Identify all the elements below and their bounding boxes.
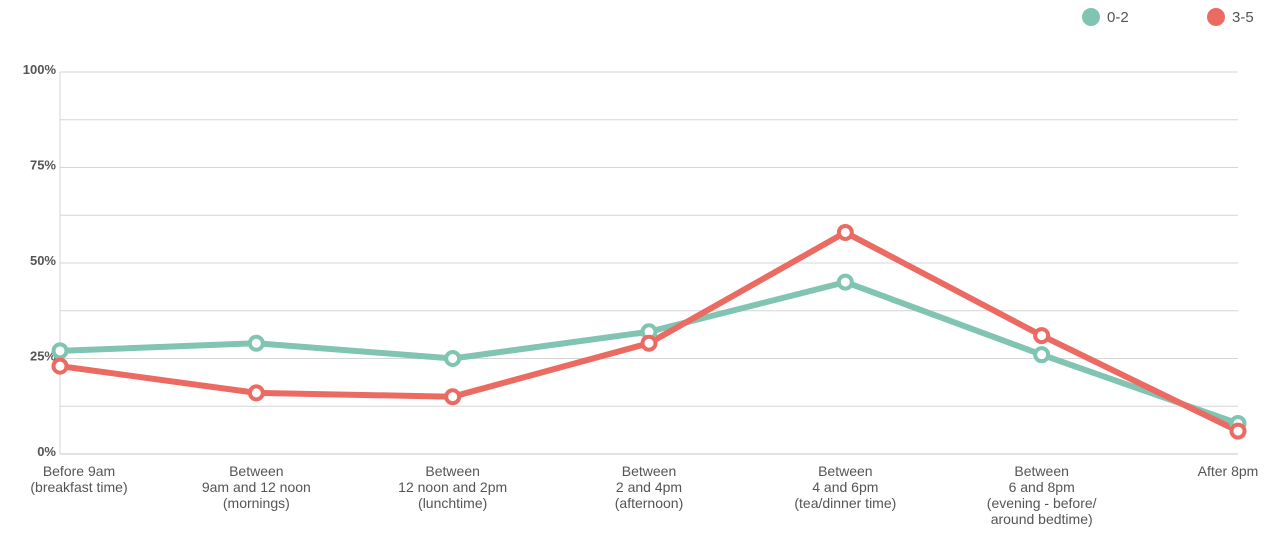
x-tick-label: Between 2 and 4pm (afternoon) (615, 463, 683, 511)
legend-swatch-0-2 (1082, 8, 1100, 26)
data-point-3-5 (1033, 327, 1051, 345)
y-axis: 0% 25% 50% 75% 100% (23, 62, 57, 459)
legend-label-3-5: 3-5 (1232, 9, 1254, 26)
data-point-0-2 (247, 334, 265, 352)
data-point-3-5 (444, 388, 462, 406)
y-tick-label: 75% (30, 158, 56, 173)
legend-label-0-2: 0-2 (1107, 9, 1129, 26)
grid (59, 71, 1238, 455)
legend-swatch-3-5 (1207, 8, 1225, 26)
data-point-3-5 (247, 384, 265, 402)
data-point-3-5 (51, 357, 69, 375)
series-line-0-2 (57, 279, 1241, 427)
data-point-0-2 (1033, 346, 1051, 364)
data-point-3-5 (1229, 422, 1247, 440)
series-points (51, 223, 1247, 440)
x-axis: Before 9am (breakfast time) Between 9am and… (30, 463, 1258, 527)
data-point-0-2 (444, 350, 462, 367)
legend: 0-2 3-5 (1082, 8, 1254, 26)
x-tick-label: Between 9am and 12 noon (mornings) (202, 463, 311, 511)
x-tick-label: Between 4 and 6pm (tea/dinner time) (794, 463, 896, 511)
x-tick-label: Between 12 noon and 2pm (lunchtime) (398, 463, 507, 511)
y-tick-label: 25% (30, 349, 56, 364)
data-point-0-2 (836, 273, 854, 291)
y-tick-label: 100% (23, 62, 57, 77)
data-point-3-5 (836, 223, 854, 241)
x-tick-label: Between 6 and 8pm (evening - before/around… (987, 463, 1097, 527)
y-tick-label: 50% (30, 253, 56, 268)
data-point-3-5 (640, 334, 658, 352)
x-tick-label: After 8pm (1198, 463, 1259, 479)
data-point-0-2 (51, 342, 69, 360)
x-tick-label: Before 9am (breakfast time) (30, 463, 127, 495)
y-tick-label: 0% (37, 444, 56, 459)
